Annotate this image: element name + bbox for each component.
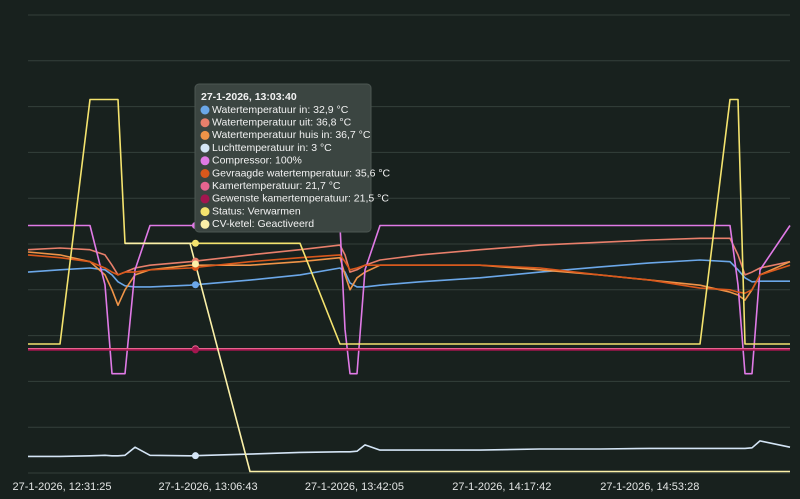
series-line [27,251,791,307]
x-tick-label: 27-1-2026, 13:42:05 [305,481,404,493]
series-line [28,98,790,345]
hover-dot [191,260,199,268]
tooltip-swatch [200,118,210,128]
tooltip-swatch [200,105,210,115]
x-tick-label: 27-1-2026, 14:53:28 [600,481,699,493]
tooltip-swatch [200,207,210,217]
tooltip-swatch [200,143,210,153]
x-tick-label: 27-1-2026, 13:06:43 [159,481,258,493]
tooltip-item: CV-ketel: Geactiveerd [212,218,314,230]
lines [27,98,791,473]
hover-dot [191,239,199,247]
hover-dot [191,346,199,354]
tooltip-swatch [200,181,210,191]
tooltip-swatch [200,130,210,140]
hover-dot [191,452,199,460]
tooltip-item: Kamertemperatuur: 21,7 °C [212,180,341,192]
tooltip: 27-1-2026, 13:03:40 Watertemperatuur in:… [194,83,391,233]
tooltip-item: Status: Verwarmen [212,205,301,217]
series-line [125,242,790,473]
series-line [28,440,791,458]
tooltip-title: 27-1-2026, 13:03:40 [201,91,297,103]
x-tick-label: 27-1-2026, 12:31:25 [12,481,111,493]
tooltip-swatch [200,219,210,229]
tooltip-item: Luchttemperatuur in: 3 °C [212,142,332,154]
tooltip-swatch [200,156,210,166]
series-line [27,254,791,294]
series-line [28,224,791,375]
tooltip-item: Gewenste kamertemperatuur: 21,5 °C [212,193,389,205]
tooltip-item: Gevraagde watertemperatuur: 35,6 °C [212,167,391,179]
tooltip-swatch [200,194,210,204]
tooltip-box [194,83,372,233]
x-tick-label: 27-1-2026, 14:17:42 [452,481,551,493]
x-axis: 27-1-2026, 12:31:25 27-1-2026, 13:06:43 27… [12,481,699,493]
hover-dot [191,281,199,289]
tooltip-swatch [200,169,210,178]
tooltip-item: Compressor: 100% [212,155,302,167]
tooltip-item: Watertemperatuur huis in: 36,7 °C [212,129,371,141]
tooltip-item: Watertemperatuur uit: 36,8 °C [212,116,352,128]
tooltip-item: Watertemperatuur in: 32,9 °C [212,104,349,116]
